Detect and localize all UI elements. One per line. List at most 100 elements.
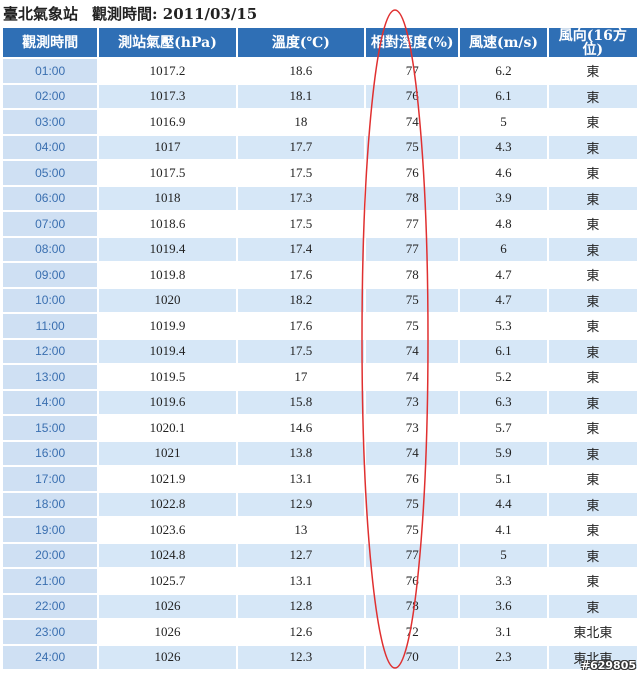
- wind-speed-cell: 3.3: [460, 569, 547, 593]
- table-row: 19:00 1023.6 13 75 4.1 東: [3, 518, 637, 542]
- humidity-cell: 78: [366, 263, 459, 287]
- humidity-cell: 75: [366, 518, 459, 542]
- column-header-pressure: 測站氣壓(hPa): [99, 28, 236, 57]
- wind-speed-cell: 3.6: [460, 594, 547, 618]
- wind-direction-cell: 東: [548, 416, 637, 440]
- temperature-cell: 12.8: [237, 594, 365, 618]
- wind-speed-cell: 5: [460, 543, 547, 567]
- humidity-cell: 73: [366, 416, 459, 440]
- humidity-cell: 72: [366, 620, 459, 644]
- pressure-cell: 1025.7: [99, 569, 236, 593]
- temperature-cell: 12.9: [237, 492, 365, 516]
- temperature-cell: 13.8: [237, 441, 365, 465]
- humidity-cell: 75: [366, 288, 459, 312]
- table-row: 06:00 1018 17.3 78 3.9 東: [3, 186, 637, 210]
- time-cell: 04:00: [3, 135, 98, 159]
- table-row: 21:00 1025.7 13.1 76 3.3 東: [3, 569, 637, 593]
- pressure-cell: 1026: [99, 594, 236, 618]
- wind-speed-cell: 5.7: [460, 416, 547, 440]
- humidity-cell: 74: [366, 110, 459, 134]
- humidity-cell: 77: [366, 543, 459, 567]
- pressure-cell: 1019.4: [99, 237, 236, 261]
- wind-speed-cell: 5: [460, 110, 547, 134]
- pressure-cell: 1026: [99, 620, 236, 644]
- humidity-cell: 76: [366, 569, 459, 593]
- time-cell: 11:00: [3, 314, 98, 338]
- table-body: 01:00 1017.2 18.6 77 6.2 東 02:00 1017.3 18.1 76 6.…: [3, 59, 637, 669]
- table-row: 10:00 1020 18.2 75 4.7 東: [3, 288, 637, 312]
- time-cell: 03:00: [3, 110, 98, 134]
- wind-speed-cell: 4.4: [460, 492, 547, 516]
- temperature-cell: 14.6: [237, 416, 365, 440]
- wind-speed-cell: 2.3: [460, 645, 547, 669]
- wind-speed-cell: 4.3: [460, 135, 547, 159]
- humidity-cell: 75: [366, 314, 459, 338]
- pressure-cell: 1022.8: [99, 492, 236, 516]
- temperature-cell: 18: [237, 110, 365, 134]
- pressure-cell: 1019.9: [99, 314, 236, 338]
- humidity-cell: 74: [366, 365, 459, 389]
- wind-direction-cell: 東: [548, 288, 637, 312]
- humidity-cell: 75: [366, 135, 459, 159]
- temperature-cell: 15.8: [237, 390, 365, 414]
- time-cell: 15:00: [3, 416, 98, 440]
- column-header-wind-speed: 風速(m/s): [460, 28, 547, 57]
- pressure-cell: 1019.4: [99, 339, 236, 363]
- column-header-time: 觀測時間: [3, 28, 98, 57]
- time-cell: 20:00: [3, 543, 98, 567]
- wind-direction-cell: 東: [548, 467, 637, 491]
- wind-direction-cell: 東: [548, 339, 637, 363]
- humidity-cell: 73: [366, 390, 459, 414]
- temperature-cell: 13.1: [237, 467, 365, 491]
- table-row: 09:00 1019.8 17.6 78 4.7 東: [3, 263, 637, 287]
- wind-direction-cell: 東: [548, 84, 637, 108]
- wind-direction-cell: 東北東: [548, 645, 637, 669]
- table-row: 01:00 1017.2 18.6 77 6.2 東: [3, 59, 637, 83]
- temperature-cell: 12.6: [237, 620, 365, 644]
- wind-speed-cell: 6.3: [460, 390, 547, 414]
- time-cell: 07:00: [3, 212, 98, 236]
- column-header-humidity: 相對溼度(%): [366, 28, 459, 57]
- column-header-temperature: 溫度(℃): [237, 28, 365, 57]
- table-row: 17:00 1021.9 13.1 76 5.1 東: [3, 467, 637, 491]
- temperature-cell: 17.7: [237, 135, 365, 159]
- temperature-cell: 17.4: [237, 237, 365, 261]
- time-cell: 09:00: [3, 263, 98, 287]
- table-row: 02:00 1017.3 18.1 76 6.1 東: [3, 84, 637, 108]
- humidity-cell: 76: [366, 84, 459, 108]
- wind-speed-cell: 3.9: [460, 186, 547, 210]
- pressure-cell: 1021.9: [99, 467, 236, 491]
- humidity-cell: 77: [366, 237, 459, 261]
- wind-speed-cell: 5.9: [460, 441, 547, 465]
- temperature-cell: 18.6: [237, 59, 365, 83]
- time-cell: 06:00: [3, 186, 98, 210]
- temperature-cell: 12.7: [237, 543, 365, 567]
- wind-speed-cell: 3.1: [460, 620, 547, 644]
- wind-direction-cell: 東: [548, 492, 637, 516]
- wind-speed-cell: 6.2: [460, 59, 547, 83]
- watermark: #629805: [580, 659, 636, 672]
- wind-speed-cell: 4.7: [460, 288, 547, 312]
- wind-direction-cell: 東: [548, 543, 637, 567]
- observation-table: 觀測時間 測站氣壓(hPa) 溫度(℃) 相對溼度(%) 風速(m/s) 風向(…: [1, 26, 639, 671]
- page-title: 臺北氣象站 觀測時間: 2011/03/15: [3, 3, 257, 25]
- table-row: 03:00 1016.9 18 74 5 東: [3, 110, 637, 134]
- table-row: 23:00 1026 12.6 72 3.1 東北東: [3, 620, 637, 644]
- time-cell: 22:00: [3, 594, 98, 618]
- time-cell: 01:00: [3, 59, 98, 83]
- pressure-cell: 1017.5: [99, 161, 236, 185]
- table-row: 20:00 1024.8 12.7 77 5 東: [3, 543, 637, 567]
- pressure-cell: 1017.2: [99, 59, 236, 83]
- table-row: 22:00 1026 12.8 78 3.6 東: [3, 594, 637, 618]
- wind-speed-cell: 4.6: [460, 161, 547, 185]
- pressure-cell: 1024.8: [99, 543, 236, 567]
- temperature-cell: 17.5: [237, 212, 365, 236]
- pressure-cell: 1019.5: [99, 365, 236, 389]
- humidity-cell: 76: [366, 467, 459, 491]
- table-row: 08:00 1019.4 17.4 77 6 東: [3, 237, 637, 261]
- table-header-row: 觀測時間 測站氣壓(hPa) 溫度(℃) 相對溼度(%) 風速(m/s) 風向(…: [3, 28, 637, 57]
- pressure-cell: 1018.6: [99, 212, 236, 236]
- time-cell: 23:00: [3, 620, 98, 644]
- table-row: 13:00 1019.5 17 74 5.2 東: [3, 365, 637, 389]
- time-cell: 18:00: [3, 492, 98, 516]
